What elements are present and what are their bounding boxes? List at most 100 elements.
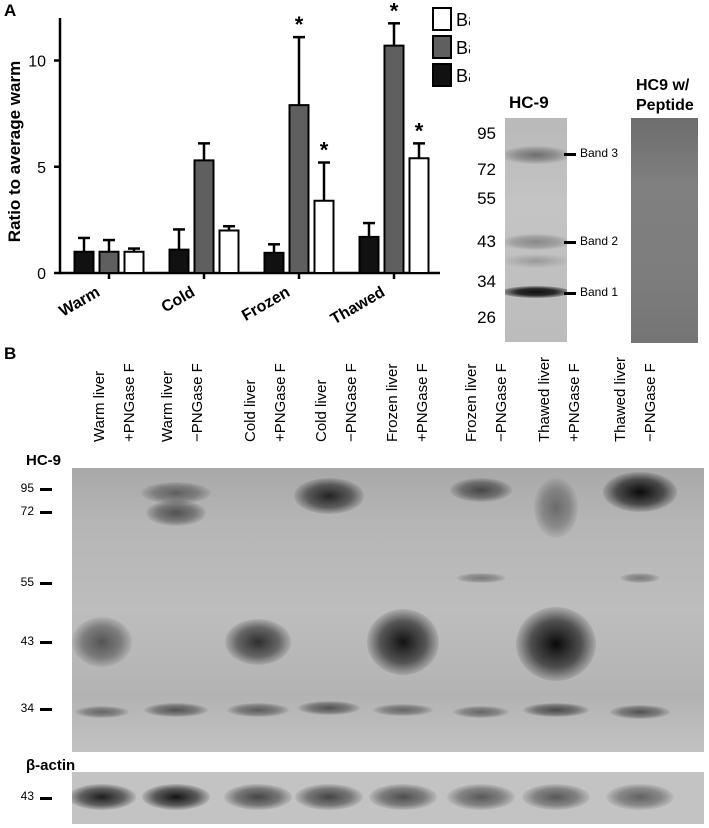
actin-band: [72, 784, 136, 810]
hc9-band: [72, 617, 132, 667]
b-mw-tick-95: [40, 488, 52, 491]
bar-band1-thawed: [358, 235, 380, 274]
bar-band1-frozen: [263, 251, 285, 274]
actin-band: [522, 784, 590, 810]
lane-6-label-2: −PNGase F: [493, 363, 510, 442]
y-tick-label-5: 5: [37, 160, 46, 177]
band-label-1: Band 1: [580, 285, 619, 299]
hc9-band: [534, 478, 578, 538]
hc9-band: [456, 573, 506, 583]
significance-star-1-2: *: [295, 12, 304, 37]
significance-star-1-3: *: [390, 0, 399, 23]
bar-band3-frozen: [313, 199, 335, 274]
band-label-3: Band 3: [580, 146, 619, 160]
legend-label-band2: Band 2: [456, 38, 470, 58]
bar-band3-warm: [123, 250, 145, 274]
mw-marker-26: 26: [477, 308, 496, 327]
mw-marker-34: 34: [477, 272, 496, 291]
actin-label: β-actin: [26, 757, 76, 774]
band-pointer-3: [564, 153, 576, 156]
hc9-main-blot: [72, 468, 704, 752]
x-tick-label-thawed: Thawed: [328, 284, 388, 329]
hc9-b-label: HC-9: [26, 452, 62, 469]
mw-marker-72: 72: [477, 160, 496, 179]
b-mw-marker-72: 72: [20, 504, 34, 518]
b-mw-marker-43: 43: [20, 634, 34, 648]
hc9-band: [373, 704, 433, 716]
actin-band: [295, 784, 363, 810]
lane-4-label-1: Cold liver: [313, 379, 330, 442]
band-label-2: Band 2: [580, 234, 619, 248]
actin-blot: [72, 772, 704, 824]
hc9-band: [603, 472, 677, 512]
lane-2-label-2: −PNGase F: [189, 363, 206, 442]
hc9-band: [298, 701, 360, 715]
b-mw-tick-55: [40, 582, 52, 585]
bar-band1-cold: [168, 248, 190, 274]
y-tick-label-0: 0: [37, 266, 46, 283]
hc9-band: [453, 706, 509, 718]
y-tick-label-10: 10: [28, 54, 46, 71]
lane-1-label-1: Warm liver: [91, 370, 108, 442]
actin-tick: [40, 797, 52, 800]
actin-band: [606, 784, 674, 810]
lane-2-label-1: Warm liver: [159, 370, 176, 442]
lane-5-label-1: Frozen liver: [384, 363, 401, 442]
lane-4-label-2: −PNGase F: [343, 363, 360, 442]
hc9-band: [610, 705, 670, 719]
actin-band: [142, 784, 210, 810]
b-mw-marker-55: 55: [20, 575, 34, 589]
actin-band: [369, 784, 437, 810]
significance-star-2-3: *: [415, 118, 424, 143]
bar-band3-cold: [218, 229, 240, 274]
bar-band2-frozen: [288, 104, 310, 274]
band-pointer-2: [564, 241, 576, 244]
lane-6-label-1: Frozen liver: [463, 363, 480, 442]
lane-5-label-2: +PNGase F: [414, 363, 431, 442]
legend-swatch-band2: [432, 35, 452, 59]
b-mw-marker-95: 95: [20, 481, 34, 495]
mw-marker-95: 95: [477, 124, 496, 143]
legend-label-band3: Band 3: [456, 10, 470, 30]
hc9-band: [146, 500, 206, 526]
hc9-band: [523, 703, 589, 717]
peptide-blot-title: HC9 w/ Peptide: [636, 76, 694, 116]
b-mw-marker-34: 34: [20, 701, 34, 715]
legend-swatch-band3: [432, 7, 452, 31]
b-mw-tick-34: [40, 708, 52, 711]
hc9-band: [294, 478, 364, 514]
y-axis-label: Ratio to average warm: [5, 61, 24, 242]
peptide-blot-image: [631, 118, 698, 343]
x-tick-label-warm: Warm: [57, 284, 103, 321]
actin-band: [447, 784, 515, 810]
bar-band3-thawed: [408, 157, 430, 274]
lane-1-label-2: +PNGase F: [121, 363, 138, 442]
legend-swatch-band1: [432, 63, 452, 87]
lane-8-label-2: −PNGase F: [642, 363, 659, 442]
x-tick-label-cold: Cold: [159, 284, 198, 316]
hc9-blot-title: HC-9: [509, 93, 549, 112]
b-mw-tick-72: [40, 511, 52, 514]
x-tick-label-frozen: Frozen: [239, 284, 293, 325]
bar-band2-warm: [98, 250, 120, 274]
mw-marker-55: 55: [477, 189, 496, 208]
panel-b-label: B: [4, 344, 17, 363]
panel-a-label: A: [4, 1, 17, 20]
hc9-band: [225, 619, 291, 665]
bar-band2-cold: [193, 159, 215, 274]
hc9-band: [516, 607, 596, 681]
lane-7-label-2: +PNGase F: [566, 363, 583, 442]
peptide-title-line1: HC9 w/: [636, 77, 690, 94]
lane-3-label-1: Cold liver: [242, 379, 259, 442]
peptide-title-line2: Peptide: [636, 97, 694, 114]
hc9-band: [450, 478, 512, 502]
hc9-band: [620, 573, 660, 583]
hc9-band: [75, 706, 129, 718]
actin-mw-43: 43: [20, 789, 34, 803]
lane-7-label-1: Thawed liver: [536, 356, 553, 442]
legend-label-band1: Band 1: [456, 66, 470, 86]
mw-marker-43: 43: [477, 232, 496, 251]
hc9-band: [227, 703, 289, 717]
b-mw-tick-43: [40, 641, 52, 644]
